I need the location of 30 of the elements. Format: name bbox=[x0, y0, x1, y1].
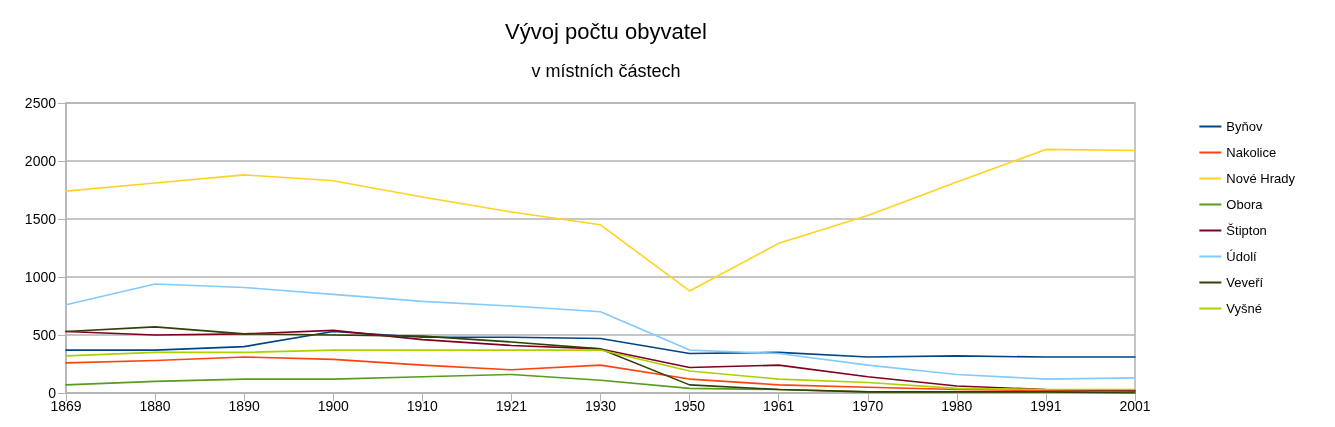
x-tick-label: 1970 bbox=[852, 398, 884, 414]
x-tick-label: 1880 bbox=[139, 398, 171, 414]
legend-label: Nové Hrady bbox=[1226, 171, 1296, 186]
x-tick-label: 1950 bbox=[674, 398, 706, 414]
chart-title: Vývoj počtu obyvatel bbox=[505, 18, 707, 44]
y-tick-label: 1500 bbox=[24, 211, 57, 227]
x-tick-label: 1991 bbox=[1030, 398, 1062, 414]
legend-label: Údolí bbox=[1226, 249, 1258, 264]
x-tick-label: 1900 bbox=[317, 398, 350, 414]
x-tick-label: 1961 bbox=[763, 398, 795, 414]
legend-label: Nakolice bbox=[1226, 145, 1277, 160]
y-tick-label: 500 bbox=[32, 327, 57, 343]
x-tick-label: 1930 bbox=[584, 398, 617, 414]
legend-label: Štipton bbox=[1226, 223, 1267, 238]
chart-subtitle: v místních částech bbox=[531, 61, 681, 81]
x-tick-label: 2001 bbox=[1119, 398, 1151, 414]
legend-label: Vyšné bbox=[1226, 301, 1263, 316]
x-tick-label: 1980 bbox=[941, 398, 973, 414]
y-tick-label: 0 bbox=[48, 385, 57, 401]
x-tick-label: 1910 bbox=[406, 398, 439, 414]
x-tick-label: 1869 bbox=[50, 398, 82, 414]
line-series bbox=[65, 349, 1136, 391]
x-tick-label: 1921 bbox=[495, 398, 528, 414]
y-tick-label: 2000 bbox=[24, 153, 57, 169]
legend-label: Veveří bbox=[1226, 275, 1264, 290]
x-tick-label: 1890 bbox=[228, 398, 260, 414]
legend-label: Byňov bbox=[1226, 119, 1263, 134]
y-tick-label: 1000 bbox=[24, 269, 57, 285]
y-tick-label: 2500 bbox=[24, 95, 57, 111]
legend-label: Obora bbox=[1226, 197, 1264, 212]
